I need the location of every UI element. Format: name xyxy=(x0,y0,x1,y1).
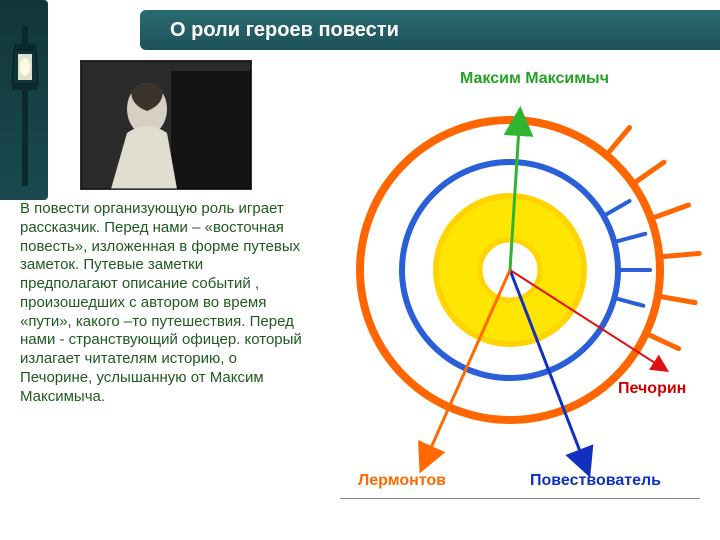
page-title: О роли героев повести xyxy=(170,19,399,41)
diagram-label: Печорин xyxy=(618,380,686,398)
concentric-diagram xyxy=(310,60,710,500)
footer-divider xyxy=(340,498,700,499)
body-text: В повести организующую роль играет расск… xyxy=(20,200,302,406)
diagram-label: Повествователь xyxy=(530,472,661,490)
lantern-icon xyxy=(8,26,42,186)
slide: О роли героев повести В повести организу… xyxy=(0,0,720,540)
portrait-photo xyxy=(80,60,252,190)
diagram-label: Лермонтов xyxy=(358,472,446,490)
diagram-label: Максим Максимыч xyxy=(460,70,609,88)
title-bar: О роли героев повести xyxy=(140,10,720,50)
